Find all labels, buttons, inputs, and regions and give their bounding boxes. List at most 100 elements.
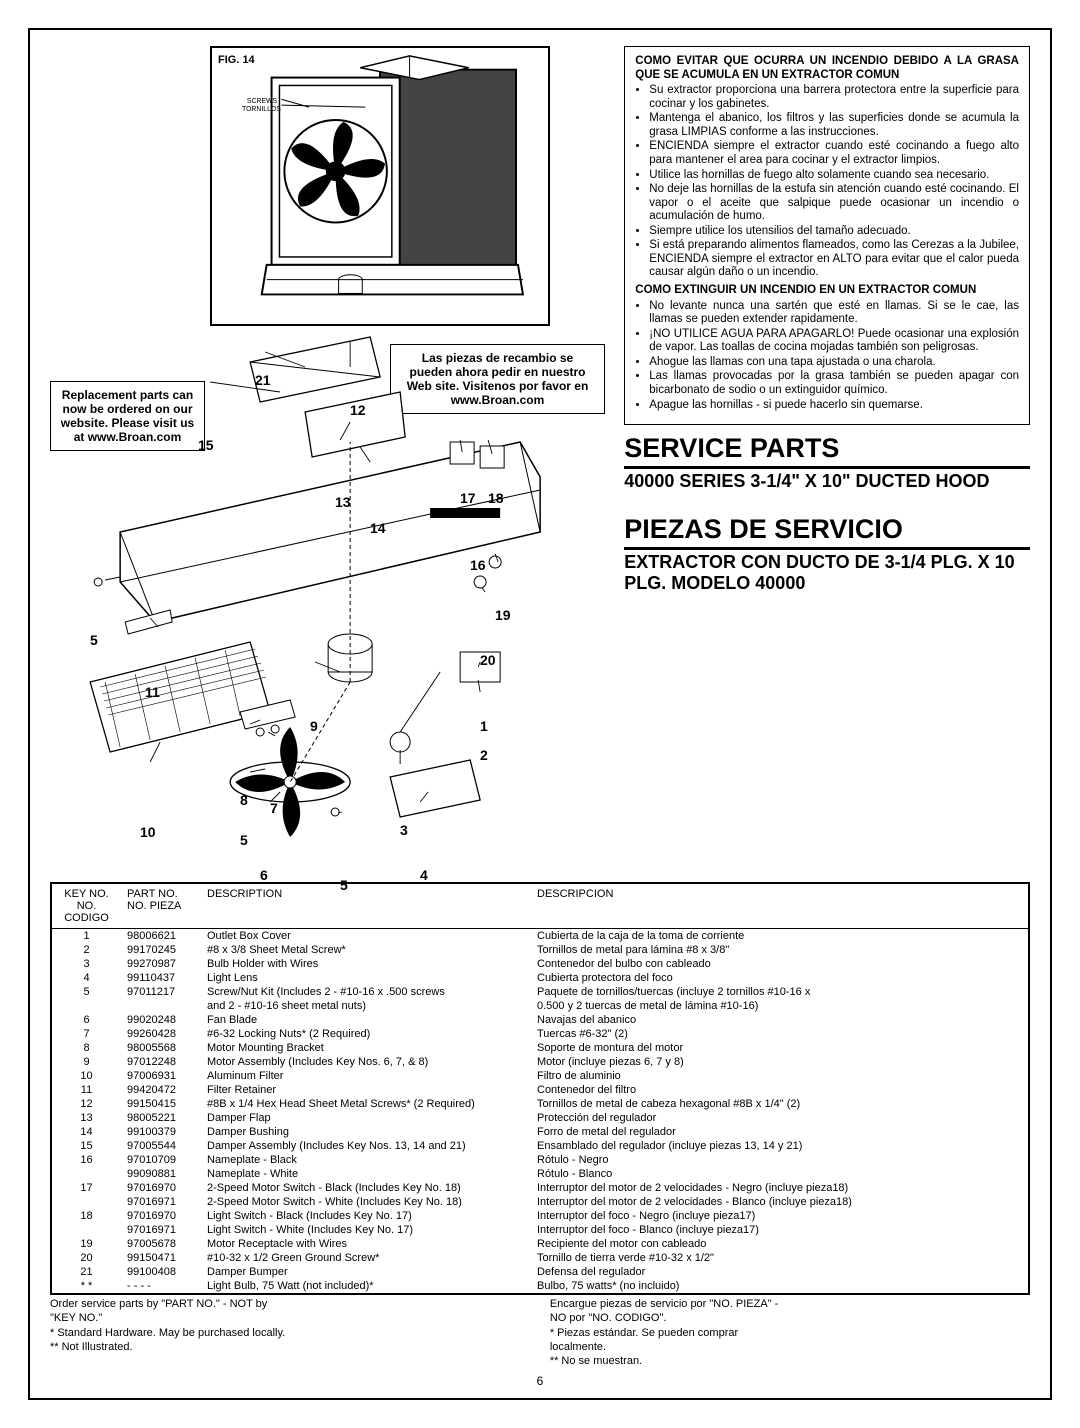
cell-desc-es: Navajas del abanico [531, 1013, 1029, 1027]
page-number: 6 [50, 1374, 1030, 1388]
cell-key: 4 [51, 971, 121, 985]
cell-desc-es: Motor (incluye piezas 6, 7 y 8) [531, 1055, 1029, 1069]
cell-key: 6 [51, 1013, 121, 1027]
cell-desc-en: Motor Receptacle with Wires [201, 1237, 531, 1251]
screws-label-en: SCREWS [247, 98, 278, 105]
cell-key: 13 [51, 1111, 121, 1125]
cell-desc-en: Light Bulb, 75 Watt (not included)* [201, 1279, 531, 1294]
th-key: KEY NO. NO. CODIGO [51, 883, 121, 929]
cell-key: 18 [51, 1209, 121, 1223]
callout-17: 17 [460, 490, 476, 506]
safety-list-1: Su extractor proporciona una barrera pro… [635, 84, 1019, 280]
cell-part: 98005568 [121, 1041, 201, 1055]
callout-3: 3 [400, 822, 408, 838]
cell-desc-en: Light Switch - Black (Includes Key No. 1… [201, 1209, 531, 1223]
table-row: 99090881Nameplate - WhiteRótulo - Blanco [51, 1167, 1029, 1181]
title-service-parts: SERVICE PARTS [624, 433, 1030, 469]
callout-5: 5 [240, 832, 248, 848]
cell-desc-en: Damper Bushing [201, 1125, 531, 1139]
cell-desc-en: Screw/Nut Kit (Includes 2 - #10-16 x .50… [201, 985, 531, 999]
cell-part: 97006931 [121, 1069, 201, 1083]
screws-label-es: TORNILLOS [242, 106, 281, 113]
cell-desc-en: 2-Speed Motor Switch - Black (Includes K… [201, 1181, 531, 1195]
cell-key: 19 [51, 1237, 121, 1251]
cell-desc-es: Soporte de montura del motor [531, 1041, 1029, 1055]
cell-part: 98006621 [121, 929, 201, 944]
table-row: 1097006931Aluminum FilterFiltro de alumi… [51, 1069, 1029, 1083]
table-row: 1597005544Damper Assembly (Includes Key … [51, 1139, 1029, 1153]
table-row: 898005568Motor Mounting BracketSoporte d… [51, 1041, 1029, 1055]
table-row: 1997005678Motor Receptacle with WiresRec… [51, 1237, 1029, 1251]
figure-label: FIG. 14 [218, 54, 255, 66]
callout-4: 4 [420, 867, 428, 883]
cell-desc-en: and 2 - #10-16 sheet metal nuts) [201, 999, 531, 1013]
table-row: and 2 - #10-16 sheet metal nuts)0.500 y … [51, 999, 1029, 1013]
right-column: COMO EVITAR QUE OCURRA UN INCENDIO DEBID… [624, 46, 1030, 882]
cell-desc-es: Rótulo - Negro [531, 1153, 1029, 1167]
table-row: 97016971Light Switch - White (Includes K… [51, 1223, 1029, 1237]
safety-item: Siempre utilice los utensilios del tamañ… [649, 225, 1019, 239]
cell-desc-es: Rótulo - Blanco [531, 1167, 1029, 1181]
footnotes-es: Encargue piezas de servicio por "NO. PIE… [550, 1297, 1030, 1368]
table-row: 997012248Motor Assembly (Includes Key No… [51, 1055, 1029, 1069]
cell-desc-es: Filtro de aluminio [531, 1069, 1029, 1083]
cell-desc-en: Fan Blade [201, 1013, 531, 1027]
callout-16: 16 [470, 557, 486, 573]
callout-2: 2 [480, 747, 488, 763]
safety-item: Su extractor proporciona una barrera pro… [649, 84, 1019, 111]
cell-desc-en: Motor Mounting Bracket [201, 1041, 531, 1055]
cell-desc-es: Bulbo, 75 watts* (no incluido) [531, 1279, 1029, 1294]
cell-part: 99100379 [121, 1125, 201, 1139]
cell-desc-en: 2-Speed Motor Switch - White (Includes K… [201, 1195, 531, 1209]
cell-desc-es: Tornillos de metal para lámina #8 x 3/8" [531, 943, 1029, 957]
safety-heading-2: COMO EXTINGUIR UN INCENDIO EN UN EXTRACT… [635, 284, 976, 296]
callout-14: 14 [370, 520, 386, 536]
cell-key: 14 [51, 1125, 121, 1139]
cell-desc-es: Cubierta protectora del foco [531, 971, 1029, 985]
table-row: 399270987Bulb Holder with WiresContenedo… [51, 957, 1029, 971]
cell-part: 97011217 [121, 985, 201, 999]
cell-part: 97012248 [121, 1055, 201, 1069]
cell-desc-es: Contenedor del bulbo con cableado [531, 957, 1029, 971]
cell-desc-es: Recipiente del motor con cableado [531, 1237, 1029, 1251]
callout-9: 9 [310, 718, 318, 734]
table-row: 1299150415#8B x 1/4 Hex Head Sheet Metal… [51, 1097, 1029, 1111]
cell-part: 99260428 [121, 1027, 201, 1041]
cell-desc-en: #6-32 Locking Nuts* (2 Required) [201, 1027, 531, 1041]
safety-item: ¡NO UTILICE AGUA PARA APAGARLO! Puede oc… [649, 328, 1019, 355]
subtitle-en: 40000 SERIES 3-1/4" X 10" DUCTED HOOD [624, 471, 1030, 492]
safety-item: No deje las hornillas de la estufa sin a… [649, 183, 1019, 224]
cell-key: 9 [51, 1055, 121, 1069]
table-row: 299170245#8 x 3/8 Sheet Metal Screw*Torn… [51, 943, 1029, 957]
subtitle-es: EXTRACTOR CON DUCTO DE 3-1/4 PLG. X 10 P… [624, 552, 1030, 594]
cell-desc-en: Filter Retainer [201, 1083, 531, 1097]
cell-key: 8 [51, 1041, 121, 1055]
callout-21: 21 [255, 372, 271, 388]
cell-part: 97016970 [121, 1181, 201, 1195]
table-row: 499110437Light LensCubierta protectora d… [51, 971, 1029, 985]
callout-8: 8 [240, 792, 248, 808]
figure-14-frame: FIG. 14 [210, 46, 550, 326]
table-row: 198006621Outlet Box CoverCubierta de la … [51, 929, 1029, 944]
page-frame: FIG. 14 [28, 28, 1052, 1400]
cell-desc-en: Damper Bumper [201, 1265, 531, 1279]
callout-6: 6 [260, 867, 268, 883]
table-row: 1199420472Filter RetainerContenedor del … [51, 1083, 1029, 1097]
safety-text-box: COMO EVITAR QUE OCURRA UN INCENDIO DEBID… [624, 46, 1030, 425]
cell-key [51, 1195, 121, 1209]
cell-desc-es: Defensa del regulador [531, 1265, 1029, 1279]
cell-desc-es: Contenedor del filtro [531, 1083, 1029, 1097]
title-piezas: PIEZAS DE SERVICIO [624, 514, 1030, 550]
safety-item: Las llamas provocadas por la grasa tambi… [649, 370, 1019, 397]
callout-20: 20 [480, 652, 496, 668]
table-row: 17970169702-Speed Motor Switch - Black (… [51, 1181, 1029, 1195]
safety-item: ENCIENDA siempre el extractor cuando est… [649, 140, 1019, 167]
th-desc-es: DESCRIPCION [531, 883, 1029, 929]
cell-part [121, 999, 201, 1013]
cell-key: 16 [51, 1153, 121, 1167]
cell-desc-en: Bulb Holder with Wires [201, 957, 531, 971]
cell-desc-en: #8B x 1/4 Hex Head Sheet Metal Screws* (… [201, 1097, 531, 1111]
cell-desc-es: Tornillo de tierra verde #10-32 x 1/2" [531, 1251, 1029, 1265]
top-row: FIG. 14 [50, 46, 1030, 882]
callout-7: 7 [270, 800, 278, 816]
